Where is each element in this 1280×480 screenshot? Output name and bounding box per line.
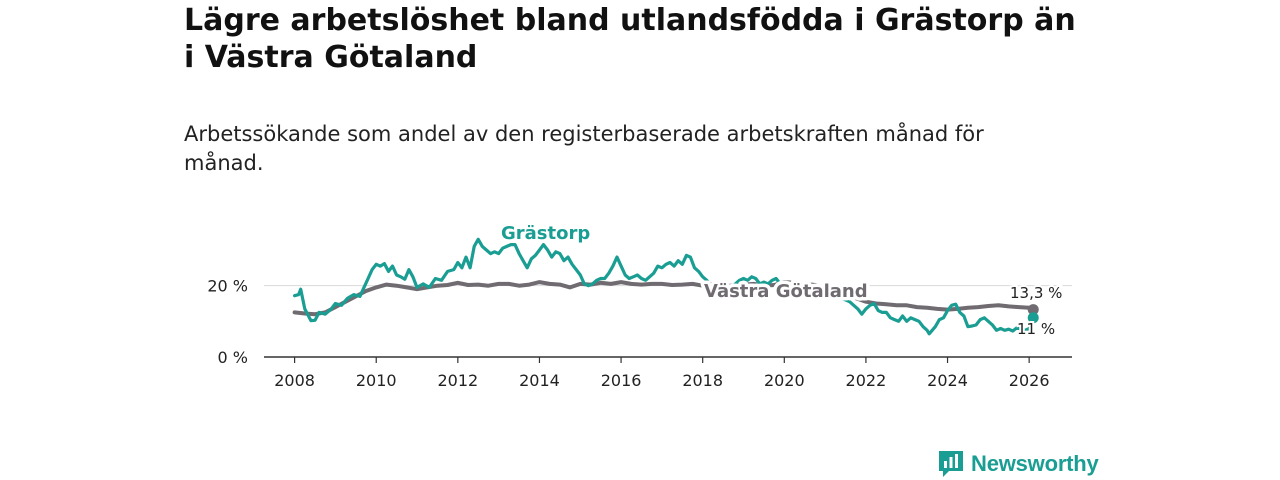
end-point-grastorp	[1027, 312, 1039, 324]
newsworthy-logo[interactable]: Newsworthy	[937, 449, 1099, 479]
x-tick-label: 2018	[682, 371, 723, 390]
newsworthy-logo-text: Newsworthy	[971, 451, 1099, 476]
chart-subtitle: Arbetssökande som andel av den registerb…	[184, 122, 984, 175]
x-tick-label: 2020	[764, 371, 805, 390]
chart-title: Lägre arbetslöshet bland utlandsfödda i …	[184, 3, 1076, 75]
x-axis	[264, 356, 1072, 363]
series-lines	[292, 237, 1039, 336]
series-label-grastorp: Grästorp	[501, 223, 590, 244]
y-tick-label: 20 %	[207, 277, 248, 296]
labels: 0 % 20 % 2008 2010 2012 2014 2016 2018 2020 2022 2…	[207, 220, 1064, 391]
series-line-grastorp	[293, 237, 1035, 336]
x-tick-label: 2026	[1009, 371, 1050, 390]
x-tick-label: 2016	[601, 371, 642, 390]
end-label-grastorp: 11 %	[1017, 320, 1055, 338]
x-tick-label: 2008	[274, 371, 315, 390]
x-tick-label: 2022	[846, 371, 887, 390]
x-tick-label: 2024	[927, 371, 968, 390]
end-label-vastra-gotaland: 13,3 %	[1010, 284, 1062, 302]
x-tick-label: 2010	[356, 371, 397, 390]
series-line-vastra-gotaland	[292, 280, 1036, 317]
x-tick-label: 2012	[437, 371, 478, 390]
newsworthy-logo-icon	[939, 451, 963, 477]
series-label-vastra-gotaland: Västra Götaland	[704, 281, 868, 302]
x-tick-label: 2014	[519, 371, 560, 390]
end-point-vastra-gotaland	[1027, 304, 1039, 316]
y-tick-label: 0 %	[218, 348, 248, 367]
